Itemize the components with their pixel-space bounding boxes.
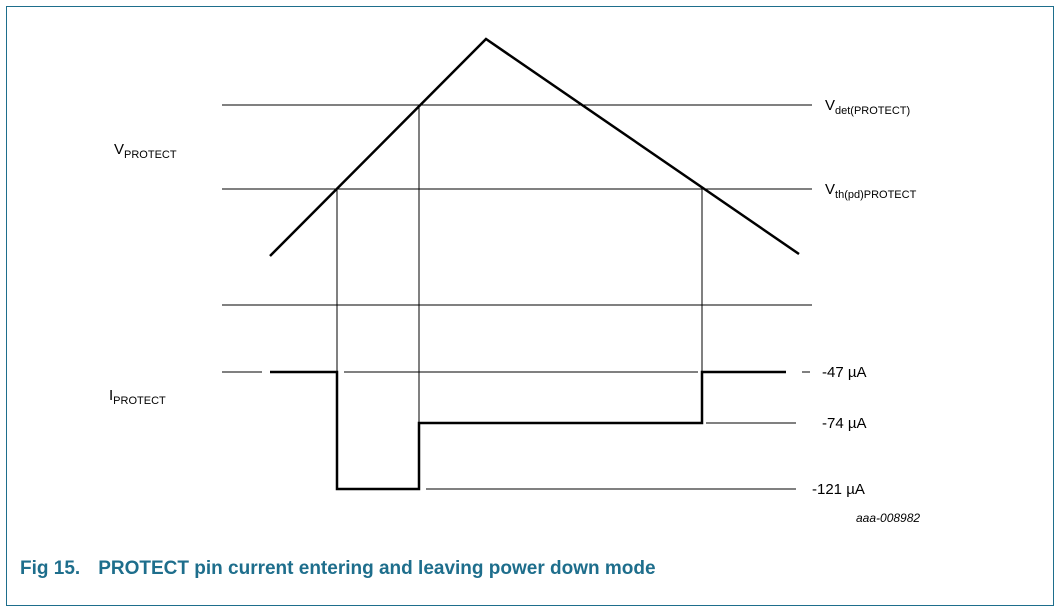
timing-diagram: VPROTECT IPROTECT Vdet(PROTECT) Vth(pd)P… — [109, 37, 920, 525]
i-protect-label: IPROTECT — [109, 387, 166, 407]
v-protect-label: VPROTECT — [114, 141, 177, 161]
figure-title: PROTECT pin current entering and leaving… — [98, 558, 656, 579]
figure-number: Fig 15. — [20, 558, 81, 579]
v-protect-waveform — [269, 37, 800, 257]
figure-id-label: aaa-008982 — [856, 511, 920, 525]
v-det-protect-label: Vdet(PROTECT) — [825, 97, 910, 117]
current-74-label: -74 µA — [822, 415, 867, 432]
v-th-pd-protect-label: Vth(pd)PROTECT — [825, 181, 917, 201]
figure: VPROTECT IPROTECT Vdet(PROTECT) Vth(pd)P… — [6, 6, 1054, 606]
current-47-label: -47 µA — [822, 364, 867, 381]
current-121-label: -121 µA — [812, 481, 865, 498]
i-protect-waveform — [270, 370, 786, 491]
figure-caption: Fig 15. PROTECT pin current entering and … — [20, 558, 656, 580]
